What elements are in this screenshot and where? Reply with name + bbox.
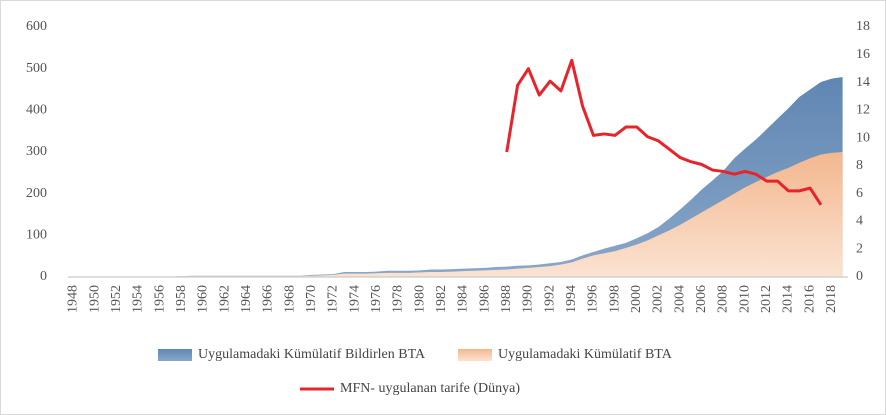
x-tick-label: 2004 bbox=[672, 285, 687, 313]
y-tick-label: 0 bbox=[40, 269, 47, 284]
x-tick-label: 1964 bbox=[239, 285, 254, 313]
area bbox=[73, 152, 843, 277]
y-tick-label: 400 bbox=[26, 103, 47, 118]
x-tick-label: 1992 bbox=[542, 285, 557, 313]
x-tick-label: 1984 bbox=[456, 285, 471, 313]
x-tick-label: 1994 bbox=[564, 285, 579, 313]
line bbox=[505, 58, 823, 206]
x-tick-label: 1970 bbox=[304, 285, 319, 313]
y2-tick-label: 16 bbox=[856, 47, 870, 62]
legend-label: Uygulamadaki Kümülatif Bildirlen BTA bbox=[198, 347, 426, 362]
y-tick-label: 200 bbox=[26, 186, 47, 201]
y2-tick-label: 2 bbox=[856, 241, 863, 256]
x-tick-label: 1966 bbox=[261, 285, 276, 313]
x-tick-label: 1978 bbox=[391, 285, 406, 313]
y-tick-label: 100 bbox=[26, 228, 47, 243]
x-tick-label: 2016 bbox=[802, 285, 817, 313]
x-tick-label: 1956 bbox=[152, 285, 167, 313]
x-tick-label: 1952 bbox=[109, 285, 124, 313]
legend-label: Uygulamadaki Kümülatif BTA bbox=[498, 347, 673, 362]
y-tick-label: 600 bbox=[26, 19, 47, 34]
x-tick-label: 1976 bbox=[369, 285, 384, 313]
x-tick-label: 1960 bbox=[196, 285, 211, 313]
legend-label: MFN- uygulanan tarife (Dünya) bbox=[340, 381, 520, 396]
x-tick-label: 2012 bbox=[759, 285, 774, 313]
x-tick-label: 2000 bbox=[629, 285, 644, 313]
x-tick-label: 2018 bbox=[824, 285, 839, 313]
x-tick-label: 1980 bbox=[412, 285, 427, 313]
x-tick-label: 1988 bbox=[499, 285, 514, 313]
y-tick-label: 500 bbox=[26, 61, 47, 76]
x-tick-label: 1998 bbox=[607, 285, 622, 313]
x-tick-label: 1968 bbox=[282, 285, 297, 313]
x-tick-label: 1982 bbox=[434, 285, 449, 313]
x-tick-label: 2014 bbox=[781, 285, 796, 313]
x-tick-label: 1990 bbox=[521, 285, 536, 313]
x-tick-label: 2002 bbox=[651, 285, 666, 313]
y2-tick-label: 10 bbox=[856, 130, 870, 145]
x-tick-label: 1958 bbox=[174, 285, 189, 313]
y2-tick-label: 0 bbox=[856, 269, 863, 284]
y2-tick-label: 8 bbox=[856, 158, 863, 173]
legend-swatch bbox=[158, 349, 192, 361]
x-tick-label: 2010 bbox=[737, 285, 752, 313]
x-tick-label: 1974 bbox=[347, 285, 362, 313]
x-tick-label: 1996 bbox=[586, 285, 601, 313]
y2-tick-label: 12 bbox=[856, 103, 870, 118]
x-tick-label: 1972 bbox=[326, 285, 341, 313]
y-tick-label: 300 bbox=[26, 144, 47, 159]
legend-swatch bbox=[458, 349, 492, 361]
y2-tick-label: 6 bbox=[856, 186, 863, 201]
x-tick-label: 2008 bbox=[716, 285, 731, 313]
x-tick-label: 2006 bbox=[694, 285, 709, 313]
y2-tick-label: 4 bbox=[856, 214, 863, 229]
x-tick-label: 1950 bbox=[87, 285, 102, 313]
x-tick-label: 1986 bbox=[477, 285, 492, 313]
y2-tick-label: 18 bbox=[856, 19, 870, 34]
x-tick-label: 1954 bbox=[131, 285, 146, 313]
x-tick-label: 1962 bbox=[217, 285, 232, 313]
x-tick-label: 1948 bbox=[66, 285, 81, 313]
y2-tick-label: 14 bbox=[856, 75, 870, 90]
